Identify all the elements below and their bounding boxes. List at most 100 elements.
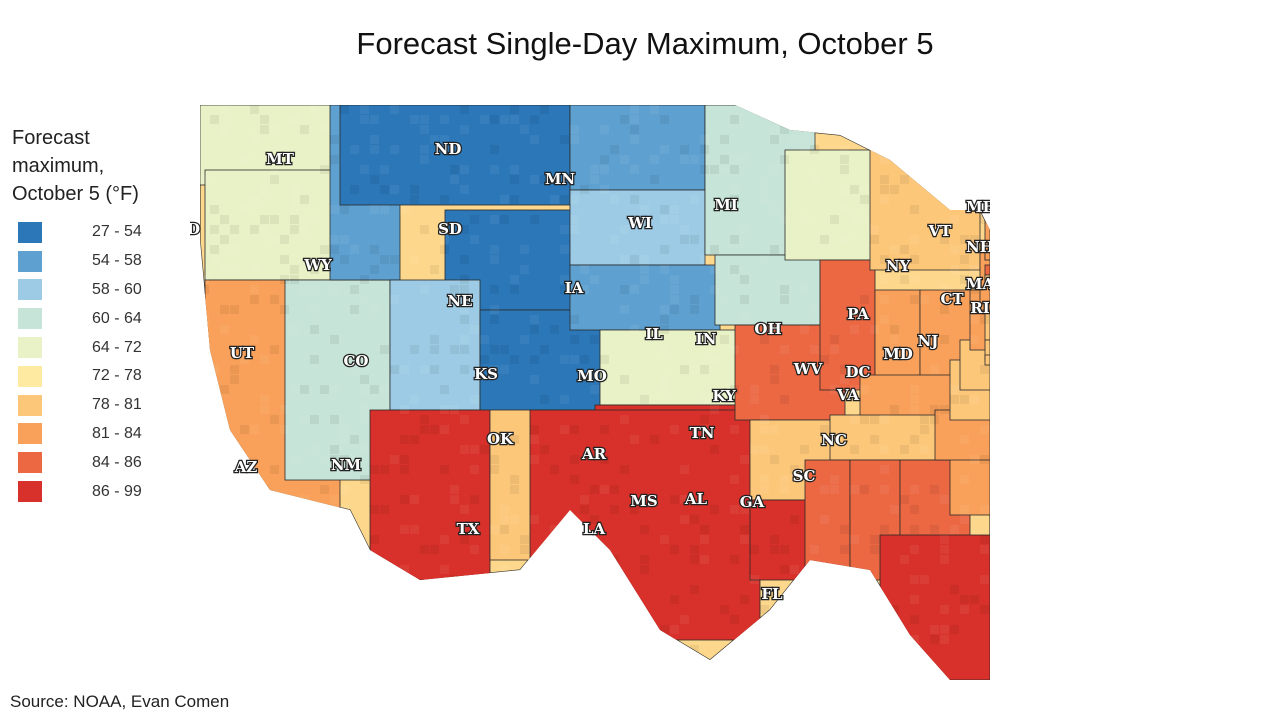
grid-cell <box>200 315 209 324</box>
grid-cell <box>870 235 879 244</box>
grid-cell <box>730 195 739 204</box>
grid-cell <box>350 455 359 464</box>
legend-range-label: 58 - 60 <box>92 280 142 298</box>
grid-cell <box>830 335 839 344</box>
grid-cell <box>410 395 419 404</box>
grid-cell <box>710 505 719 514</box>
grid-cell <box>730 345 739 354</box>
grid-cell <box>770 375 779 384</box>
grid-cell <box>200 285 209 294</box>
grid-cell <box>780 125 789 134</box>
grid-cell <box>220 605 229 614</box>
grid-cell <box>390 585 399 594</box>
grid-cell <box>530 325 539 334</box>
grid-cell <box>300 605 309 614</box>
grid-cell <box>510 285 519 294</box>
grid-cell <box>790 635 799 644</box>
grid-cell <box>460 605 469 614</box>
state-region-il <box>819 259 876 391</box>
grid-cell <box>690 585 699 594</box>
grid-cell <box>780 565 789 574</box>
grid-cell <box>500 215 509 224</box>
legend-swatch <box>18 365 42 387</box>
grid-cell <box>620 225 629 234</box>
grid-cell <box>610 485 619 494</box>
grid-cell <box>880 445 889 454</box>
grid-cell <box>470 545 479 554</box>
grid-cell <box>960 515 969 524</box>
grid-cell <box>910 595 919 604</box>
grid-cell <box>460 315 469 324</box>
grid-cell <box>690 555 699 564</box>
grid-cell <box>960 395 969 404</box>
grid-cell <box>890 185 899 194</box>
grid-cell <box>700 525 709 534</box>
grid-cell <box>950 625 959 634</box>
grid-cell <box>270 165 279 174</box>
grid-cell <box>400 585 409 594</box>
grid-cell <box>650 175 659 184</box>
grid-cell <box>970 245 979 254</box>
grid-cell <box>750 385 759 394</box>
grid-cell <box>400 615 409 624</box>
grid-cell <box>660 305 669 314</box>
grid-cell <box>730 235 739 244</box>
grid-cell <box>660 535 669 544</box>
grid-cell <box>920 575 929 584</box>
grid-cell <box>510 355 519 364</box>
grid-cell <box>620 155 629 164</box>
grid-cell <box>290 205 299 214</box>
grid-cell <box>450 625 459 634</box>
grid-cell <box>740 505 749 514</box>
grid-cell <box>400 635 409 644</box>
grid-cell <box>210 365 219 374</box>
grid-cell <box>690 305 699 314</box>
grid-cell <box>840 155 849 164</box>
grid-cell <box>840 365 849 374</box>
grid-cell <box>730 615 739 624</box>
grid-cell <box>860 385 869 394</box>
grid-cell <box>890 335 899 344</box>
grid-cell <box>290 265 299 274</box>
state-label-nh: NH <box>966 238 990 256</box>
grid-cell <box>370 605 379 614</box>
grid-cell <box>770 205 779 214</box>
grid-cell <box>290 225 299 234</box>
grid-cell <box>400 455 409 464</box>
legend-swatch <box>18 452 42 474</box>
grid-cell <box>890 245 899 254</box>
grid-cell <box>300 495 309 504</box>
grid-cell <box>710 245 719 254</box>
grid-cell <box>630 195 639 204</box>
grid-cell <box>290 515 299 524</box>
grid-cell <box>240 605 249 614</box>
grid-cell <box>270 175 279 184</box>
state-label-ms: MS <box>630 492 657 510</box>
grid-cell <box>440 405 449 414</box>
grid-cell <box>230 625 239 634</box>
grid-cell <box>930 485 939 494</box>
legend: Forecast maximum, October 5 (°F) 27 - 54… <box>12 124 192 506</box>
grid-cell <box>910 485 919 494</box>
grid-cell <box>690 365 699 374</box>
grid-cell <box>390 295 399 304</box>
grid-cell <box>560 135 569 144</box>
grid-cell <box>280 145 289 154</box>
grid-cell <box>280 275 289 284</box>
grid-cell <box>850 415 859 424</box>
grid-cell <box>680 155 689 164</box>
grid-cell <box>930 625 939 634</box>
state-label-sc: SC <box>793 467 816 485</box>
grid-cell <box>420 125 429 134</box>
grid-cell <box>330 625 339 634</box>
grid-cell <box>900 135 909 144</box>
grid-cell <box>370 565 379 574</box>
grid-cell <box>490 165 499 174</box>
grid-cell <box>530 515 539 524</box>
grid-cell <box>760 335 769 344</box>
grid-cell <box>820 425 829 434</box>
grid-cell <box>640 265 649 274</box>
grid-cell <box>690 235 699 244</box>
grid-cell <box>740 275 749 284</box>
grid-cell <box>390 615 399 624</box>
